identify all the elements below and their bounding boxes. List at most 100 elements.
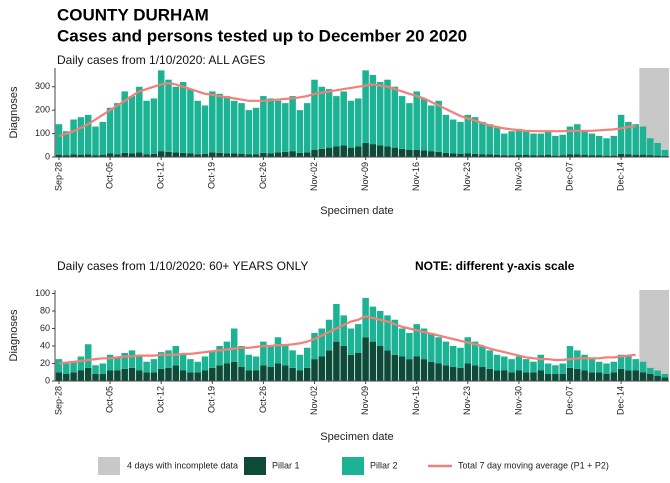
bar-segment (106, 370, 114, 381)
bar-segment (187, 153, 194, 157)
bar-segment (464, 337, 472, 364)
x-tick-label: Dec-07 (564, 386, 574, 415)
y-tick-label: 20 (40, 358, 50, 368)
bar-segment (501, 155, 508, 157)
bar-segment (486, 124, 493, 155)
bar-segment (252, 370, 260, 381)
bar-segment (464, 114, 472, 154)
bar-segment (267, 153, 274, 157)
bar-segment (632, 154, 639, 157)
bar-segment (449, 367, 457, 381)
bar-segment (187, 89, 194, 154)
bar-segment (114, 154, 121, 157)
moving-average-line (58, 82, 636, 137)
bar-segment (544, 374, 552, 381)
bar-segment (296, 354, 304, 371)
bar-segment (552, 365, 559, 374)
bar-segment (559, 374, 566, 381)
bar-segment (661, 149, 669, 157)
bar-segment (442, 114, 450, 153)
x-tick-label: Oct-26 (258, 386, 268, 413)
bar-segment (530, 133, 537, 156)
legend-swatch (98, 457, 120, 475)
bar-segment (216, 152, 223, 157)
bar-segment (179, 82, 187, 153)
bar-segment (282, 365, 289, 381)
bar-segment (603, 138, 610, 156)
bar-segment (479, 154, 486, 157)
bar-segment (552, 135, 559, 156)
bar-segment (136, 354, 143, 371)
bar-segment (376, 145, 384, 157)
bar-segment (376, 346, 384, 381)
bar-segment (303, 103, 311, 153)
bar-segment (639, 361, 647, 373)
bar-segment (114, 370, 121, 381)
y-tick-label: 40 (40, 340, 50, 350)
bar-segment (194, 361, 201, 373)
bar-segment (216, 365, 223, 381)
bar-segment (318, 328, 326, 357)
bar-segment (223, 96, 231, 154)
bar-segment (493, 126, 501, 155)
bar-segment (515, 154, 523, 157)
bar-segment (544, 363, 552, 374)
x-tick-label: Sep-28 (53, 162, 63, 191)
bar-segment (391, 147, 399, 157)
bar-segment (493, 154, 501, 157)
bar-segment (70, 361, 77, 373)
bar-segment (530, 361, 537, 373)
bar-segment (398, 356, 406, 381)
bar-segment (449, 119, 457, 154)
bar-segment (325, 319, 333, 351)
bar-segment (333, 304, 340, 342)
bar-segment (537, 370, 545, 381)
bar-segment (77, 370, 85, 381)
legend-label: Pillar 2 (370, 460, 398, 470)
bar-segment (172, 86, 180, 153)
bar-segment (384, 350, 391, 381)
bar-segment (625, 356, 632, 371)
bar-segment (420, 98, 428, 151)
bar-segment (230, 328, 238, 362)
bar-segment (632, 359, 639, 371)
bar-segment (566, 154, 574, 157)
bar-segment (157, 368, 165, 381)
x-tick-label: Oct-12 (156, 162, 166, 189)
bar-segment (362, 297, 369, 338)
bar-segment (260, 341, 267, 366)
bar-segment (428, 361, 435, 381)
bar-segment (501, 133, 508, 156)
bar-segment (515, 356, 523, 371)
bar-segment (552, 374, 559, 381)
legend-label: Total 7 day moving average (P1 + P2) (458, 460, 609, 470)
bar-segment (471, 117, 479, 154)
x-tick-label: Oct-19 (207, 386, 217, 413)
bar-segment (209, 367, 216, 381)
bar-segment (508, 131, 515, 156)
bar-segment (136, 152, 143, 157)
bar-segment (559, 134, 566, 156)
bar-segment (150, 153, 158, 157)
bar-segment (376, 311, 384, 346)
bar-segment (63, 155, 70, 157)
bar-segment (311, 332, 318, 360)
bar-segment (574, 350, 581, 369)
x-tick-label: Nov-23 (462, 386, 472, 415)
bar-segment (245, 110, 253, 155)
bar-segment (369, 306, 377, 342)
bar-segment (610, 135, 618, 156)
bar-segment (355, 353, 362, 381)
bar-segment (420, 359, 428, 381)
legend-swatch (342, 457, 364, 475)
bar-segment (252, 154, 260, 157)
bar-segment (617, 368, 625, 381)
bar-segment (172, 365, 180, 381)
bar-segment (625, 370, 632, 381)
bar-segment (442, 365, 450, 381)
moving-average-line (58, 315, 636, 365)
bar-segment (296, 110, 304, 153)
bar-segment (574, 154, 581, 157)
y-tick-label: 100 (35, 128, 50, 138)
